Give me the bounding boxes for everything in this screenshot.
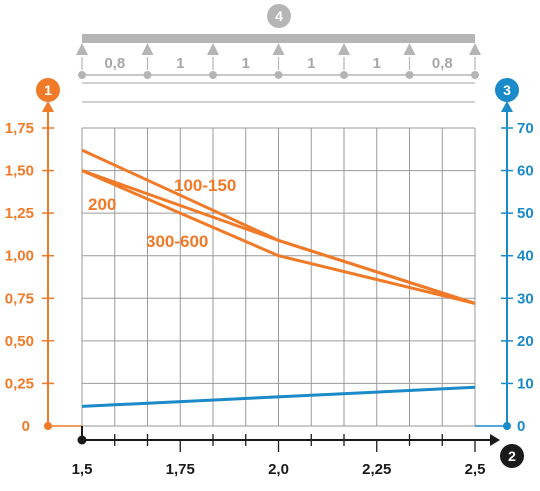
left-axis-tick-label: 1,75 <box>5 120 34 137</box>
beam-badge-label: 4 <box>275 8 283 24</box>
span-axis-badge: 2 <box>500 444 524 468</box>
support-triangle-icon <box>76 43 88 55</box>
beam-badge <box>267 4 291 28</box>
support-triangle-icon <box>338 43 350 55</box>
x-axis-arrow <box>490 434 500 446</box>
series-labels: 100-150 200 300-600 <box>88 176 236 251</box>
support-triangle-icon <box>403 43 416 55</box>
support-triangle-icon <box>141 43 154 55</box>
series-label: 200 <box>88 195 116 214</box>
left-axis-tick-label: 0,75 <box>5 290 34 307</box>
support-triangle-icon <box>469 43 481 55</box>
grid <box>81 127 476 427</box>
span-length-label: 0,8 <box>432 55 453 72</box>
x-axis-ticks: 1,5 1,75 2,0 2,25 2,5 <box>72 434 486 478</box>
span-axis-badge-label: 2 <box>508 448 516 464</box>
right-axis-ticks: 0 10 20 30 40 50 60 70 <box>501 120 534 435</box>
left-axis-tick-label: 0,50 <box>5 333 34 350</box>
axes <box>42 101 513 446</box>
load-series-line <box>81 169 476 305</box>
x-axis-tick-label: 1,5 <box>72 461 93 478</box>
left-axis-tick-label: 0,25 <box>5 375 34 392</box>
deflection-axis-badge: 3 <box>495 78 519 102</box>
support-triangle-icon <box>272 43 285 55</box>
load-axis-badge: 1 <box>36 78 60 102</box>
span-length-label: 1 <box>176 55 184 72</box>
left-axis-tick-label: 0 <box>22 418 30 435</box>
series-lines <box>81 148 476 408</box>
deflection-line <box>81 385 476 408</box>
load-axis-badge-label: 1 <box>44 82 52 98</box>
right-axis-tick-label: 50 <box>517 205 534 222</box>
span-length-label: 0,8 <box>104 55 125 72</box>
right-axis-arrow <box>501 101 513 112</box>
x-axis-origin-dot <box>77 435 87 445</box>
support-triangle-icon <box>207 43 219 55</box>
x-axis-tick-label: 2,0 <box>268 461 289 478</box>
left-axis-arrow <box>42 101 54 112</box>
beam-diagram: 0,8 1 1 1 1 0,8 4 <box>76 4 481 103</box>
span-length-label: 1 <box>307 55 315 72</box>
load-series-line <box>81 169 476 305</box>
left-axis-tick-label: 1,50 <box>5 163 34 180</box>
right-axis-origin-dot <box>503 422 511 430</box>
deflection-axis-badge-label: 3 <box>503 82 511 98</box>
right-axis-tick-label: 0 <box>517 418 525 435</box>
span-length-label: 1 <box>373 55 381 72</box>
right-axis-tick-label: 10 <box>517 375 534 392</box>
series-label: 300-600 <box>146 232 208 251</box>
right-axis-tick-label: 70 <box>517 120 534 137</box>
beam-bar <box>82 34 475 43</box>
x-axis-tick-label: 2,5 <box>465 461 486 478</box>
left-axis-tick-label: 1,00 <box>5 248 34 265</box>
span-length-label: 1 <box>242 55 250 72</box>
right-axis-tick-label: 40 <box>517 248 534 265</box>
series-label: 100-150 <box>174 176 236 195</box>
left-axis-ticks: 0 0,25 0,50 0,75 1,00 1,25 1,50 1,75 <box>5 120 54 435</box>
left-axis-tick-label: 1,25 <box>5 205 34 222</box>
right-axis-tick-label: 60 <box>517 163 534 180</box>
right-axis-tick-label: 20 <box>517 333 534 350</box>
x-axis-tick-label: 2,25 <box>362 461 391 478</box>
left-axis-origin-dot <box>44 422 52 430</box>
x-axis-tick-label: 1,75 <box>166 461 195 478</box>
right-axis-tick-label: 30 <box>517 290 534 307</box>
